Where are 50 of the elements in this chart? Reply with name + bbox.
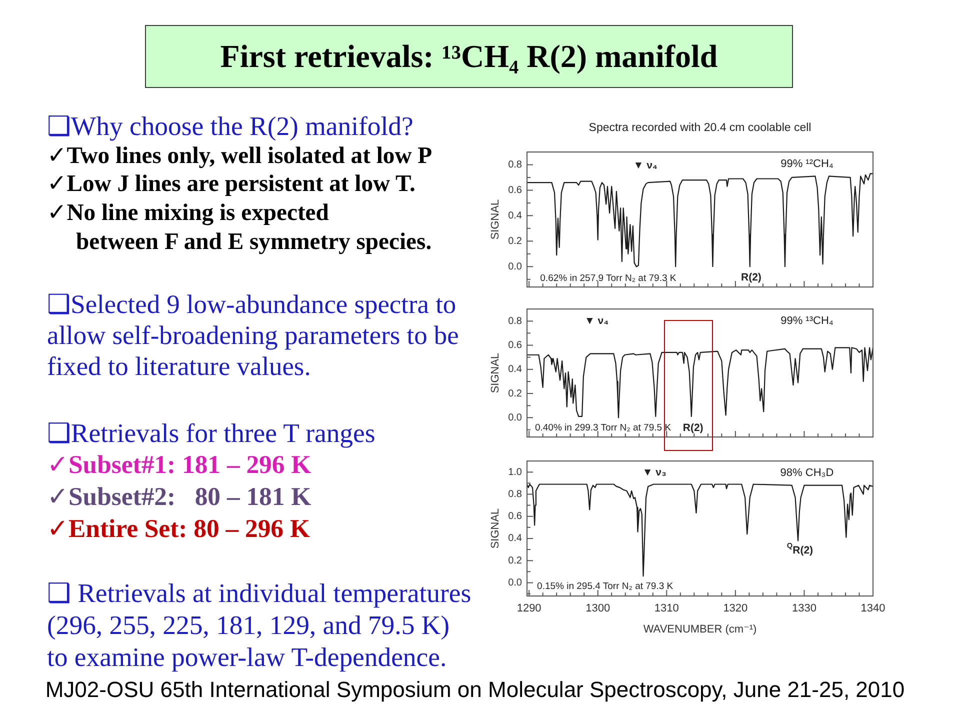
y-axis-title: SIGNAL (490, 199, 502, 240)
text: ✓Two lines only, well isolated at low P (47, 142, 432, 170)
text: ✓Subset#1: 181 – 296 K (47, 449, 312, 481)
annotation: ▼ ν₄ (584, 315, 609, 328)
x-tick-label: 1320 (723, 602, 748, 615)
annotation: 0.62% in 257.9 Torr N₂ at 79.3 K (540, 272, 677, 284)
text: First retrievals: ¹³CH₄ R(2) manifold (220, 38, 718, 75)
text: ✓Low J lines are persistent at low T. (47, 170, 416, 199)
y-tick-label: 0.2 (508, 555, 522, 566)
x-tick-label: 1300 (586, 602, 610, 615)
annotation: R(2) (741, 271, 762, 284)
x-axis-title: WAVENUMBER (cm⁻¹) (643, 623, 757, 636)
series-label: 99% ¹²CH₄ (780, 158, 834, 170)
series-label: 98% CH₃D (780, 467, 834, 480)
series-label: 99% ¹³CH₄ (780, 315, 834, 328)
text: ✓Entire Set: 80 – 296 K (47, 512, 310, 544)
annotation: ▼ ν₄ (633, 159, 658, 172)
y-tick-label: 0.8 (508, 488, 522, 500)
y-axis-title: SIGNAL (490, 352, 502, 394)
y-tick-label: 0.6 (508, 184, 522, 196)
text: ❑ Retrievals at individual temperatures (296, 255, 225, 181, 129, and 79.5 K) to examine power-law T-dependence. (47, 576, 472, 674)
text: ❑Why choose the R(2) manifold? (47, 110, 414, 142)
annotation: ▼ ν₃ (642, 466, 666, 479)
x-tick-label: 1330 (792, 602, 816, 615)
x-tick-label: 1310 (654, 602, 679, 615)
y-tick-label: 0.4 (508, 364, 522, 376)
y-tick-label: 0.8 (508, 159, 522, 170)
y-tick-label: 1.0 (508, 466, 522, 478)
y-tick-label: 0.6 (508, 511, 522, 522)
text: ✓No line mixing is expected between F and E symmetry species. (47, 199, 432, 257)
x-tick-label: 1290 (516, 602, 542, 615)
y-tick-label: 0.2 (508, 388, 522, 400)
annotation: 0.15% in 295.4 Torr N₂ at 79.3 K (537, 581, 674, 592)
y-tick-label: 0.0 (508, 577, 522, 588)
y-tick-label: 0.4 (508, 210, 522, 222)
chart-title: Spectra recorded with 20.4 cm coolable cell (588, 122, 812, 134)
y-tick-label: 0.8 (508, 316, 522, 327)
y-tick-label: 0.2 (508, 236, 522, 247)
annotation: 0.40% in 299.3 Torr N₂ at 79.5 K (534, 422, 672, 434)
y-axis-title: SIGNAL (490, 508, 502, 549)
y-tick-label: 0.4 (508, 533, 522, 544)
annotation: R(2) (682, 422, 704, 434)
text: ❑Selected 9 low-abundance spectra to allow self-broadening parameters to be fixed to literature values. (47, 288, 459, 382)
y-tick-label: 0.6 (508, 340, 522, 351)
text: ❑Retrievals for three T ranges (47, 417, 376, 450)
x-tick-label: 1340 (860, 602, 886, 615)
text: ✓Subset#2: 80 – 181 K (47, 481, 312, 512)
y-tick-label: 0.0 (508, 261, 522, 272)
y-tick-label: 0.0 (508, 412, 522, 424)
text: MJ02-OSU 65th International Symposium on Molecular Spectroscopy, June 21-25, 2010 (45, 677, 905, 703)
